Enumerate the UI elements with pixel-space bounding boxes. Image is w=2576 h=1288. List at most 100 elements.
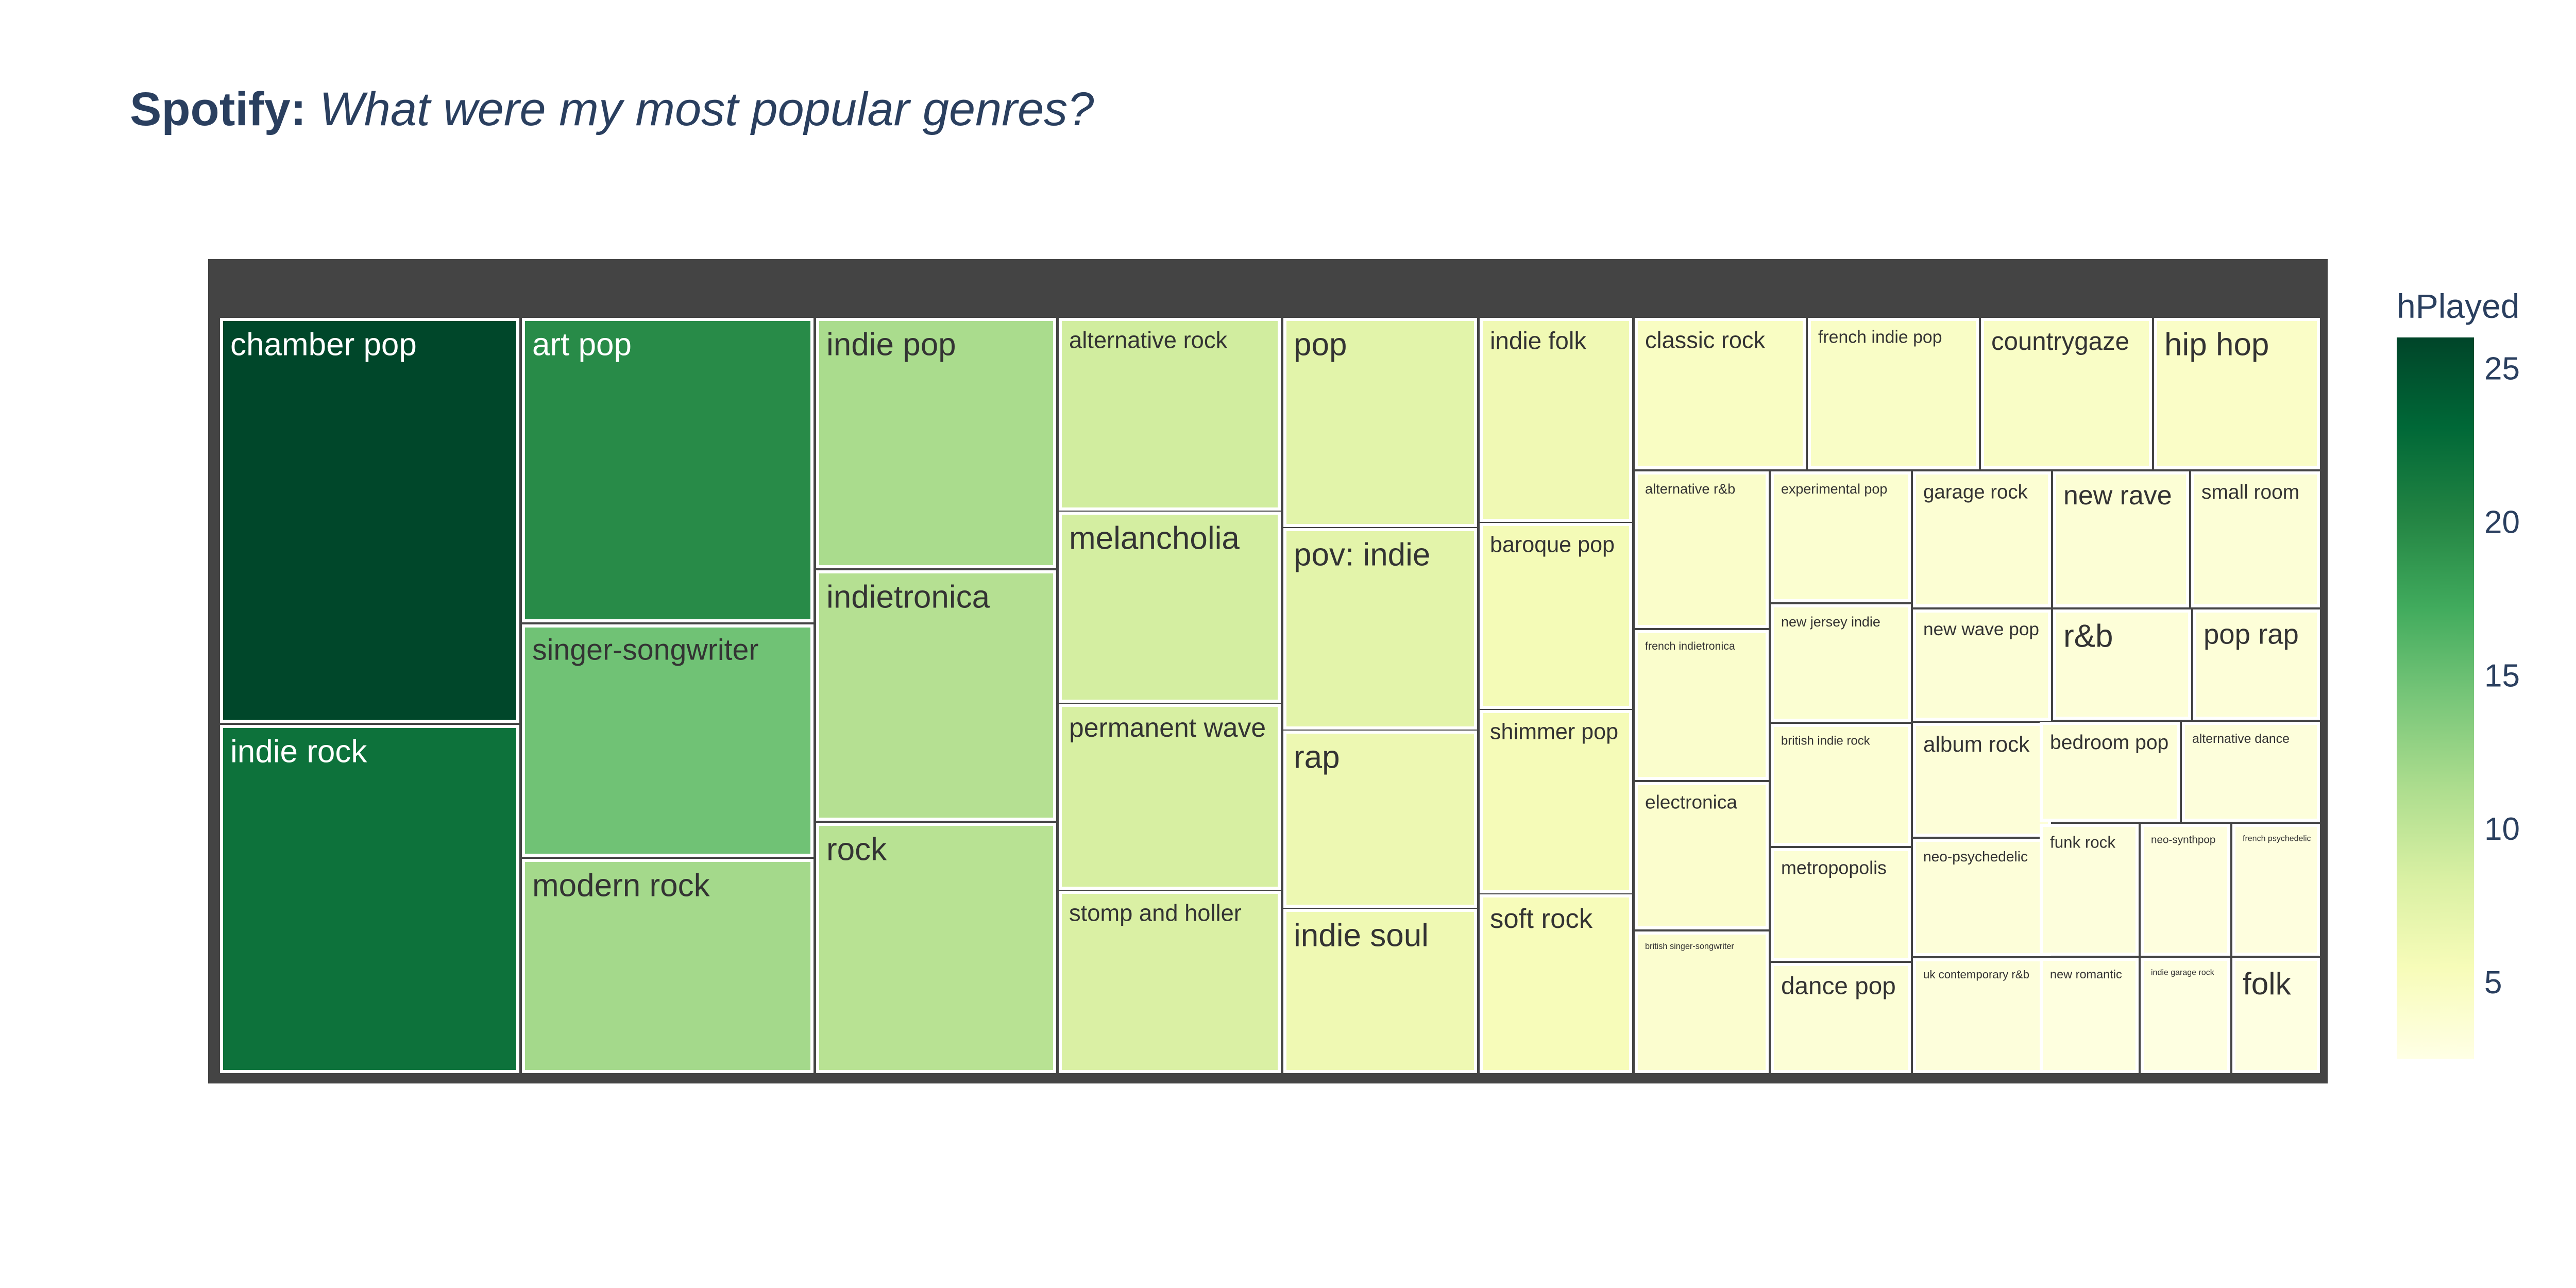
- tile-rect-french-indietronica[interactable]: [1635, 630, 1769, 780]
- tile-rect-french-indie-pop[interactable]: [1808, 318, 1979, 469]
- tile-rect-stomp-and-holler[interactable]: [1059, 891, 1281, 1073]
- tile-rect-soft-rock[interactable]: [1480, 894, 1632, 1073]
- tile-rect-alternative-dance[interactable]: [2182, 722, 2320, 822]
- tile-rect-indie-folk[interactable]: [1480, 318, 1632, 522]
- tile-alternative-dance[interactable]: alternative dance: [2182, 722, 2320, 822]
- tile-rect-r-b[interactable]: [2053, 609, 2191, 720]
- tile-rect-indie-soul[interactable]: [1283, 909, 1477, 1073]
- tile-rect-melancholia[interactable]: [1059, 512, 1281, 703]
- tile-rect-singer-songwriter[interactable]: [522, 624, 814, 857]
- tile-rap[interactable]: rap: [1283, 731, 1477, 908]
- tile-dance-pop[interactable]: dance pop: [1771, 963, 1911, 1073]
- tile-rect-folk[interactable]: [2232, 958, 2320, 1073]
- tile-rect-new-rave[interactable]: [2053, 471, 2189, 607]
- tile-uk-contemporary-r-b[interactable]: uk contemporary r&b: [1913, 958, 2051, 1073]
- tile-new-jersey-indie[interactable]: new jersey indie: [1771, 604, 1911, 722]
- tile-rect-chamber-pop[interactable]: [220, 318, 519, 723]
- chart-title-italic: What were my most popular genres?: [319, 83, 1094, 135]
- tile-rect-modern-rock[interactable]: [522, 859, 814, 1073]
- tile-pop[interactable]: pop: [1283, 318, 1477, 527]
- tile-singer-songwriter[interactable]: singer-songwriter: [522, 624, 814, 857]
- tile-melancholia[interactable]: melancholia: [1059, 512, 1281, 703]
- tile-album-rock[interactable]: album rock: [1913, 723, 2051, 837]
- tile-new-rave[interactable]: new rave: [2053, 471, 2189, 607]
- tile-rect-new-jersey-indie[interactable]: [1771, 604, 1911, 722]
- tile-rect-new-wave-pop[interactable]: [1913, 609, 2051, 721]
- tile-bedroom-pop[interactable]: bedroom pop: [2040, 722, 2180, 822]
- tile-french-indie-pop[interactable]: french indie pop: [1808, 318, 1979, 469]
- tile-soft-rock[interactable]: soft rock: [1480, 894, 1632, 1073]
- tile-british-indie-rock[interactable]: british indie rock: [1771, 724, 1911, 846]
- tile-indie-garage-rock[interactable]: indie garage rock: [2141, 958, 2230, 1073]
- tile-alternative-rock[interactable]: alternative rock: [1059, 318, 1281, 511]
- tile-rect-metropopolis[interactable]: [1771, 848, 1911, 961]
- tile-indietronica[interactable]: indietronica: [816, 570, 1056, 821]
- tile-rect-dance-pop[interactable]: [1771, 963, 1911, 1073]
- tile-permanent-wave[interactable]: permanent wave: [1059, 704, 1281, 890]
- tile-art-pop[interactable]: art pop: [522, 318, 814, 622]
- tile-countrygaze[interactable]: countrygaze: [1981, 318, 2152, 469]
- tile-rect-indie-garage-rock[interactable]: [2141, 958, 2230, 1073]
- tile-rect-bedroom-pop[interactable]: [2040, 722, 2180, 822]
- tile-alternative-r-b[interactable]: alternative r&b: [1635, 471, 1769, 628]
- tile-indie-folk[interactable]: indie folk: [1480, 318, 1632, 522]
- tile-rect-experimental-pop[interactable]: [1771, 471, 1911, 602]
- tile-pov-indie[interactable]: pov: indie: [1283, 528, 1477, 730]
- tile-neo-synthpop[interactable]: neo-synthpop: [2141, 824, 2230, 956]
- tile-rect-french-psychedelic[interactable]: [2232, 824, 2320, 956]
- tile-british-singer-songwriter[interactable]: british singer-songwriter: [1635, 931, 1769, 1073]
- tile-french-psychedelic[interactable]: french psychedelic: [2232, 824, 2320, 956]
- tile-rect-art-pop[interactable]: [522, 318, 814, 622]
- tile-r-b[interactable]: r&b: [2053, 609, 2191, 720]
- tile-rect-neo-psychedelic[interactable]: [1913, 839, 2051, 956]
- tile-funk-rock[interactable]: funk rock: [2040, 824, 2139, 956]
- tile-rect-pov-indie[interactable]: [1283, 528, 1477, 730]
- tile-pop-rap[interactable]: pop rap: [2193, 609, 2320, 720]
- tile-rect-neo-synthpop[interactable]: [2141, 824, 2230, 956]
- tile-garage-rock[interactable]: garage rock: [1913, 471, 2051, 607]
- tile-rect-british-indie-rock[interactable]: [1771, 724, 1911, 846]
- tile-rect-indie-pop[interactable]: [816, 318, 1056, 568]
- tile-rect-rap[interactable]: [1283, 731, 1477, 908]
- tile-indie-pop[interactable]: indie pop: [816, 318, 1056, 568]
- tile-rect-rock[interactable]: [816, 823, 1056, 1073]
- tile-indie-rock[interactable]: indie rock: [220, 725, 519, 1073]
- tile-rect-pop[interactable]: [1283, 318, 1477, 527]
- tile-rect-funk-rock[interactable]: [2040, 824, 2139, 956]
- tile-metropopolis[interactable]: metropopolis: [1771, 848, 1911, 961]
- tile-modern-rock[interactable]: modern rock: [522, 859, 814, 1073]
- tile-rect-pop-rap[interactable]: [2193, 609, 2320, 720]
- tile-new-wave-pop[interactable]: new wave pop: [1913, 609, 2051, 721]
- tile-classic-rock[interactable]: classic rock: [1635, 318, 1806, 469]
- tile-french-indietronica[interactable]: french indietronica: [1635, 630, 1769, 780]
- tile-electronica[interactable]: electronica: [1635, 782, 1769, 929]
- tile-rect-countrygaze[interactable]: [1981, 318, 2152, 469]
- tile-indie-soul[interactable]: indie soul: [1283, 909, 1477, 1073]
- tile-rect-indietronica[interactable]: [816, 570, 1056, 821]
- tile-rect-shimmer-pop[interactable]: [1480, 710, 1632, 893]
- tile-small-room[interactable]: small room: [2191, 471, 2320, 607]
- tile-rect-baroque-pop[interactable]: [1480, 523, 1632, 709]
- tile-rect-permanent-wave[interactable]: [1059, 704, 1281, 890]
- tile-chamber-pop[interactable]: chamber pop: [220, 318, 519, 723]
- tile-rect-uk-contemporary-r-b[interactable]: [1913, 958, 2051, 1073]
- tile-rect-british-singer-songwriter[interactable]: [1635, 931, 1769, 1073]
- tile-rect-alternative-rock[interactable]: [1059, 318, 1281, 511]
- tile-rect-alternative-r-b[interactable]: [1635, 471, 1769, 628]
- tile-baroque-pop[interactable]: baroque pop: [1480, 523, 1632, 709]
- tile-rect-classic-rock[interactable]: [1635, 318, 1806, 469]
- tile-rect-small-room[interactable]: [2191, 471, 2320, 607]
- tile-experimental-pop[interactable]: experimental pop: [1771, 471, 1911, 602]
- tile-hip-hop[interactable]: hip hop: [2154, 318, 2320, 469]
- tile-neo-psychedelic[interactable]: neo-psychedelic: [1913, 839, 2051, 956]
- tile-shimmer-pop[interactable]: shimmer pop: [1480, 710, 1632, 893]
- tile-rect-new-romantic[interactable]: [2040, 958, 2139, 1073]
- tile-rect-electronica[interactable]: [1635, 782, 1769, 929]
- tile-stomp-and-holler[interactable]: stomp and holler: [1059, 891, 1281, 1073]
- tile-folk[interactable]: folk: [2232, 958, 2320, 1073]
- tile-rect-garage-rock[interactable]: [1913, 471, 2051, 607]
- tile-new-romantic[interactable]: new romantic: [2040, 958, 2139, 1073]
- tile-rect-indie-rock[interactable]: [220, 725, 519, 1073]
- tile-rect-hip-hop[interactable]: [2154, 318, 2320, 469]
- tile-rock[interactable]: rock: [816, 823, 1056, 1073]
